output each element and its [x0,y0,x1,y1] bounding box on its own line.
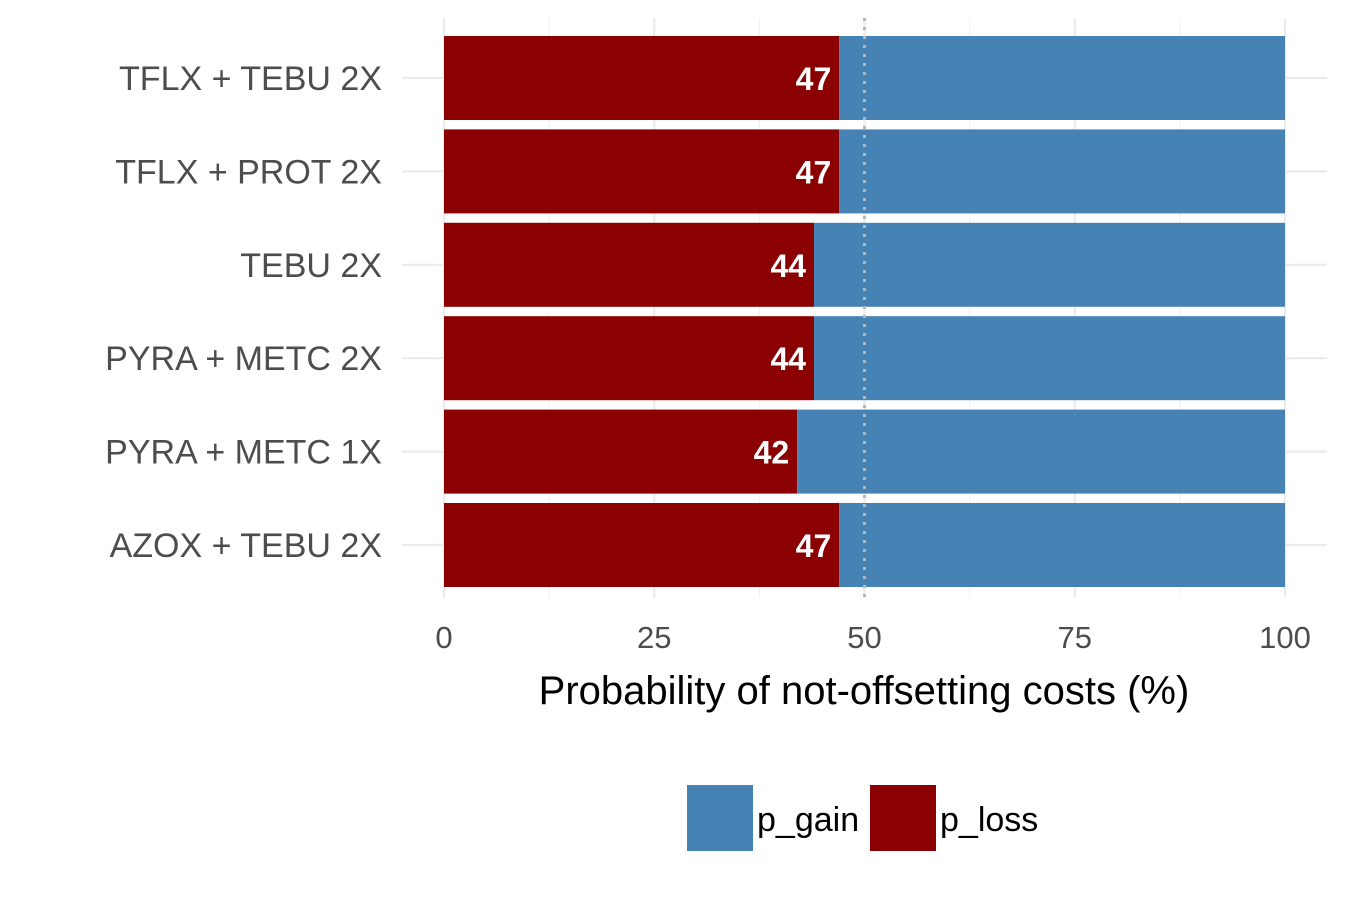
y-category-label: AZOX + TEBU 2X [110,527,382,565]
data-labels-layer: 47 47 44 44 42 47 [754,61,832,564]
legend: p_gain p_loss [687,785,1038,851]
bar-p_gain [797,409,1285,494]
legend-key-p_gain [687,785,753,851]
y-category-label: TEBU 2X [240,247,382,285]
legend-label: p_gain [757,801,859,839]
data-label: 47 [796,61,832,97]
bar-p_loss [444,409,798,494]
x-axis-title: Probability of not-offsetting costs (%) [539,669,1190,713]
bar-p_gain [839,503,1285,587]
bar-p_loss [444,503,840,587]
data-label: 44 [770,248,806,284]
x-tick-label: 25 [637,620,671,655]
bar-p_loss [444,36,840,120]
data-label: 44 [770,341,806,377]
x-tick-label: 75 [1058,620,1092,655]
x-tick-label: 0 [435,620,452,655]
bar-p_gain [839,129,1285,214]
bar-p_loss [444,316,815,401]
y-category-label: TFLX + PROT 2X [115,153,382,191]
bars-layer [444,36,1285,587]
legend-label: p_loss [940,801,1038,839]
bar-p_loss [444,222,815,307]
y-category-label: PYRA + METC 2X [105,340,382,378]
y-category-label: PYRA + METC 1X [105,434,382,472]
data-label: 47 [796,528,832,564]
x-tick-label: 50 [847,620,881,655]
bar-p_gain [814,316,1285,401]
x-axis-ticks: 0 25 50 75 100 [435,620,1310,655]
data-label: 47 [796,154,832,190]
x-tick-label: 100 [1259,620,1311,655]
bar-p_gain [839,36,1285,120]
bar-p_gain [814,222,1285,307]
legend-key-p_loss [870,785,936,851]
bar-p_loss [444,129,840,214]
y-category-label: TFLX + TEBU 2X [119,60,382,98]
data-label: 42 [754,435,790,471]
y-axis-categories: TFLX + TEBU 2X TFLX + PROT 2X TEBU 2X PYRA … [105,60,382,565]
